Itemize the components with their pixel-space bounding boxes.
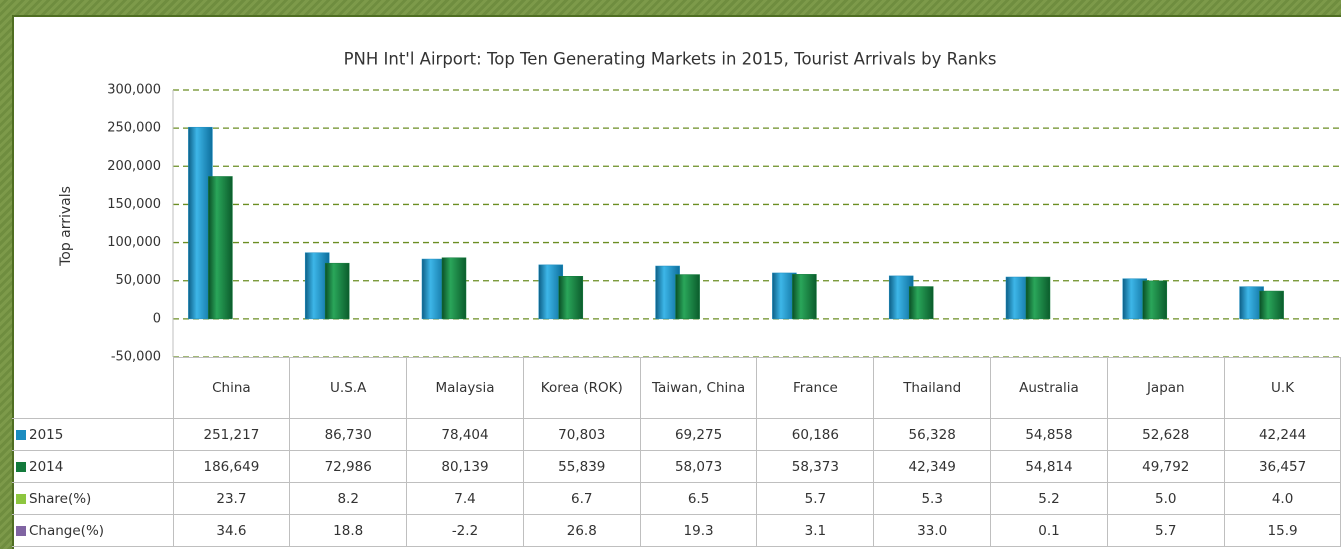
x-tick-label: Taiwan, China: [639, 357, 758, 419]
legend-swatch: [16, 461, 26, 472]
legend-label: 2015: [29, 426, 64, 443]
y-tick-label: 300,000: [107, 83, 161, 98]
legend-label: 2014: [29, 458, 64, 475]
x-tick-label: Japan: [1106, 357, 1225, 419]
data-label: 70,803: [522, 418, 641, 451]
bar: [558, 276, 584, 320]
table-cell: 33.0: [873, 514, 992, 547]
legend-label: Share(%): [29, 490, 92, 507]
legend-entry: 2014: [12, 450, 174, 483]
data-label: 55,839: [522, 450, 641, 483]
bar: [908, 286, 934, 320]
data-label: 42,244: [1223, 418, 1341, 451]
data-label: 42,349: [873, 450, 992, 483]
table-cell: 5.7: [1106, 514, 1225, 547]
table-cell: 34.6: [172, 514, 291, 547]
table-cell: 7.4: [406, 482, 524, 515]
data-label: 56,328: [873, 418, 992, 451]
legend-swatch: [16, 429, 26, 440]
table-header-row: China U.S.A Malaysia Korea (ROK) Taiwan, Chi…: [12, 357, 1341, 419]
x-tick-label: Korea (ROK): [522, 357, 641, 419]
y-tick-label: 0: [153, 311, 161, 326]
data-label: 86,730: [289, 418, 408, 451]
data-label: 78,404: [406, 418, 524, 451]
bar: [208, 176, 233, 320]
legend-swatch: [16, 493, 26, 504]
table-row: 2015 251,217 86,730 78,404 70,803 69,275 60,18…: [12, 418, 1341, 451]
table-row: 2014 186,649 72,986 80,139 55,839 58,073 58,37…: [12, 450, 1341, 483]
data-label: 58,373: [756, 450, 875, 483]
table-cell: 6.5: [639, 482, 758, 515]
legend-label: Change(%): [29, 522, 105, 539]
legend-entry: Change(%): [12, 514, 174, 547]
data-label: 80,139: [406, 450, 524, 483]
y-tick-label: 100,000: [107, 235, 161, 250]
y-tick-label: 50,000: [116, 273, 162, 288]
table-cell: 5.2: [990, 482, 1108, 515]
table-cell: 0.1: [990, 514, 1108, 547]
bar: [1142, 280, 1168, 320]
bar: [1025, 276, 1051, 320]
data-label: 54,814: [990, 450, 1108, 483]
table-cell: 8.2: [289, 482, 408, 515]
table-row: Change(%) 34.6 18.8 -2.2 26.8 19.3 3.1 33.0 0.1 5…: [12, 514, 1341, 547]
x-tick-label: Australia: [990, 357, 1108, 419]
data-label: 186,649: [172, 450, 291, 483]
x-tick-label: U.S.A: [289, 357, 408, 419]
data-label: 49,792: [1106, 450, 1225, 483]
table-cell: 26.8: [522, 514, 641, 547]
table-cell: 23.7: [172, 482, 291, 515]
y-axis-label: Top arrivals: [58, 186, 74, 267]
table-cell: 18.8: [289, 514, 408, 547]
table-cell: 6.7: [522, 482, 641, 515]
table-cell: 15.9: [1223, 514, 1341, 547]
x-tick-label: China: [172, 357, 291, 419]
data-label: 251,217: [172, 418, 291, 451]
table-cell: 19.3: [639, 514, 758, 547]
y-tick-label: 150,000: [107, 197, 161, 212]
data-table: China U.S.A Malaysia Korea (ROK) Taiwan, Chi…: [12, 357, 1341, 547]
data-label: 36,457: [1223, 450, 1341, 483]
y-tick-label: 200,000: [107, 159, 161, 174]
data-label: 69,275: [639, 418, 758, 451]
table-cell: -2.2: [406, 514, 524, 547]
table-cell: 5.3: [873, 482, 992, 515]
x-tick-label: Malaysia: [406, 357, 524, 419]
table-row: Share(%) 23.7 8.2 7.4 6.7 6.5 5.7 5.3 5.2 5.0 4.0: [12, 482, 1341, 515]
table-cell: 5.7: [756, 482, 875, 515]
x-tick-label: France: [756, 357, 875, 419]
chart-title: PNH Int'l Airport: Top Ten Generating Ma…: [344, 50, 997, 69]
data-label: 60,186: [756, 418, 875, 451]
table-cell: 3.1: [756, 514, 875, 547]
bar: [324, 262, 350, 320]
bar: [792, 274, 817, 320]
table-cell: 4.0: [1223, 482, 1341, 515]
data-label: 58,073: [639, 450, 758, 483]
bar: [1259, 290, 1284, 320]
legend-entry: 2015: [12, 418, 174, 451]
data-label: 54,858: [990, 418, 1108, 451]
x-tick-label: U.K: [1223, 357, 1341, 419]
table-corner: [12, 357, 174, 419]
legend-entry: Share(%): [12, 482, 174, 515]
table-cell: 5.0: [1106, 482, 1225, 515]
bar: [675, 274, 700, 320]
y-tick-label: 250,000: [107, 121, 161, 136]
bar: [441, 257, 467, 320]
x-tick-label: Thailand: [873, 357, 992, 419]
data-label: 52,628: [1106, 418, 1225, 451]
data-label: 72,986: [289, 450, 408, 483]
legend-swatch: [16, 525, 26, 536]
